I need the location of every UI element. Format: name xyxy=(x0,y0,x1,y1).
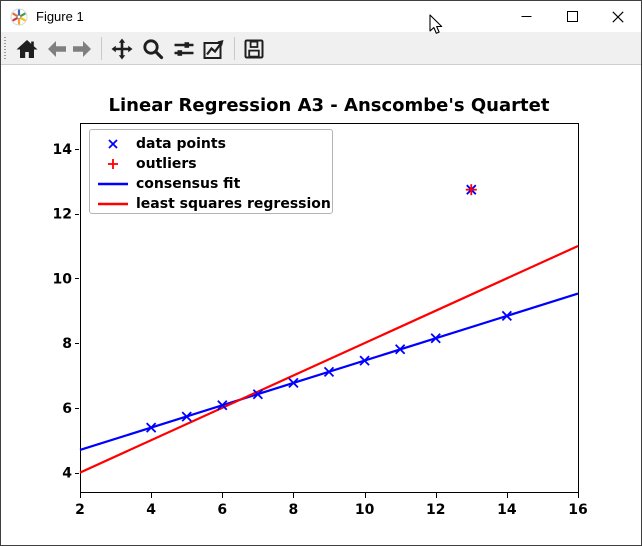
toolbar-separator xyxy=(234,37,235,60)
subplots-button[interactable] xyxy=(170,35,198,63)
matplotlib-logo-icon xyxy=(10,8,28,26)
least-squares-regression-line xyxy=(79,244,579,474)
sliders-icon xyxy=(174,42,194,56)
minimize-icon xyxy=(521,16,531,17)
data-point-marker xyxy=(252,389,263,400)
magnifier-icon xyxy=(143,39,164,60)
zoom-button[interactable] xyxy=(139,35,167,63)
close-icon xyxy=(612,10,624,23)
y-tick-label: 4 xyxy=(62,466,72,482)
legend: data points outliers consensus fit least sq… xyxy=(89,129,333,214)
legend-item-data-points: data points xyxy=(97,134,332,154)
back-button[interactable] xyxy=(43,35,71,63)
data-point-marker xyxy=(288,377,299,389)
save-button[interactable] xyxy=(240,35,268,63)
x-tick-label: 16 xyxy=(568,502,587,518)
legend-marker-x-icon xyxy=(97,136,129,152)
titlebar[interactable]: Figure 1 xyxy=(1,1,641,32)
minimize-button[interactable] xyxy=(503,1,549,32)
forward-button[interactable] xyxy=(68,35,96,63)
floppy-disk-icon xyxy=(244,39,264,59)
legend-item-consensus-fit: consensus fit xyxy=(97,174,332,194)
legend-line-sample xyxy=(97,176,129,192)
maximize-icon xyxy=(566,11,578,22)
move-arrows-icon xyxy=(111,38,133,60)
legend-label: least squares regression xyxy=(136,196,331,212)
arrow-right-icon xyxy=(73,41,91,57)
home-icon xyxy=(16,40,38,58)
y-tick-label: 14 xyxy=(53,142,73,158)
toolbar-grip[interactable] xyxy=(4,37,6,61)
legend-marker-plus-icon xyxy=(97,156,129,172)
plot-area[interactable]: 2 4 6 8 10 12 14 16 4 6 8 10 12 14 xyxy=(1,65,641,546)
x-tick-label: 14 xyxy=(497,502,517,518)
axes-spine xyxy=(80,123,579,493)
data-point-marker xyxy=(359,355,370,366)
maximize-button[interactable] xyxy=(549,1,595,32)
customize-button[interactable] xyxy=(200,35,228,63)
legend-item-least-squares-regression: least squares regression xyxy=(97,194,332,214)
x-tick-label: 4 xyxy=(146,502,156,518)
data-point-marker xyxy=(217,400,228,411)
data-point-marker xyxy=(395,344,406,355)
y-tick-label: 12 xyxy=(53,207,72,223)
window-title: Figure 1 xyxy=(36,9,84,24)
close-button[interactable] xyxy=(595,1,641,32)
figure-canvas[interactable]: Linear Regression A3 - Anscombe's Quarte… xyxy=(1,65,641,546)
outlier-marker xyxy=(465,184,477,196)
chart-title: Linear Regression A3 - Anscombe's Quarte… xyxy=(108,95,550,116)
data-point-marker xyxy=(501,310,512,322)
home-button[interactable] xyxy=(13,35,41,63)
window-controls xyxy=(503,1,641,32)
toolbar xyxy=(1,32,641,65)
x-tick-label: 12 xyxy=(426,502,445,518)
chart-arrow-icon xyxy=(203,40,224,59)
arrow-left-icon xyxy=(48,41,66,57)
legend-label: consensus fit xyxy=(136,176,241,192)
legend-item-outliers: outliers xyxy=(97,154,332,174)
data-point-marker xyxy=(430,333,441,344)
data-point-marker xyxy=(146,422,157,433)
y-tick-label: 10 xyxy=(53,271,73,287)
legend-label: outliers xyxy=(136,156,197,172)
pan-button[interactable] xyxy=(108,35,136,63)
data-point-marker xyxy=(323,366,335,378)
legend-label: data points xyxy=(136,136,226,152)
x-tick-label: 8 xyxy=(289,502,299,518)
x-tick-label: 2 xyxy=(75,502,85,518)
legend-line-sample xyxy=(97,196,129,212)
x-tick-label: 6 xyxy=(217,502,227,518)
y-tick-label: 8 xyxy=(62,336,72,352)
data-point-marker xyxy=(181,411,192,422)
x-tick-label: 10 xyxy=(355,502,375,518)
y-tick-label: 6 xyxy=(62,401,72,417)
toolbar-separator xyxy=(101,37,102,60)
